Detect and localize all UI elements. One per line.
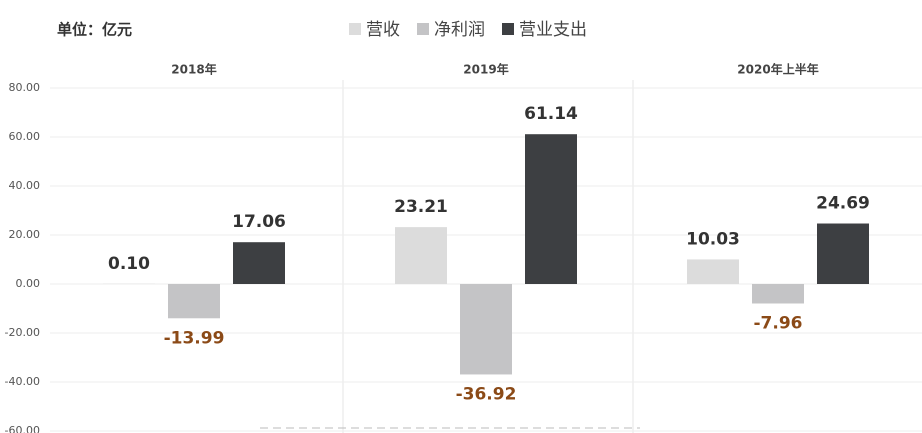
bar: [752, 284, 804, 304]
data-label: 24.69: [816, 194, 870, 214]
unit-label: 单位：亿元: [57, 21, 132, 39]
y-tick-label: 20.00: [9, 228, 41, 241]
bar: [395, 227, 447, 284]
bar: [525, 134, 577, 284]
y-tick-label: 40.00: [9, 179, 41, 192]
data-label: 61.14: [524, 104, 578, 124]
y-tick-label: -60.00: [5, 424, 40, 433]
group-label: 2018年: [171, 62, 216, 77]
data-label: -36.92: [456, 384, 517, 404]
group-label: 2020年上半年: [737, 62, 818, 77]
data-label: 17.06: [232, 212, 286, 232]
data-label: -13.99: [164, 328, 225, 348]
data-label: 23.21: [394, 197, 448, 217]
legend-swatch: [349, 23, 361, 35]
y-tick-label: -20.00: [5, 326, 40, 339]
bar: [168, 284, 220, 319]
y-tick-label: 60.00: [9, 130, 41, 143]
legend-label: 营收: [366, 20, 400, 40]
legend-swatch: [502, 23, 514, 35]
data-label: 0.10: [108, 254, 150, 274]
bar: [233, 242, 285, 284]
legend-label: 营业支出: [519, 20, 587, 40]
bar: [460, 284, 512, 375]
bar: [687, 259, 739, 284]
data-label: -7.96: [754, 314, 803, 334]
y-tick-label: 80.00: [9, 81, 41, 94]
legend-swatch: [417, 23, 429, 35]
y-tick-label: 0.00: [16, 277, 41, 290]
legend-label: 净利润: [434, 20, 485, 40]
data-label: 10.03: [686, 229, 740, 249]
bar: [817, 223, 869, 284]
group-label: 2019年: [463, 62, 508, 77]
y-tick-label: -40.00: [5, 375, 40, 388]
